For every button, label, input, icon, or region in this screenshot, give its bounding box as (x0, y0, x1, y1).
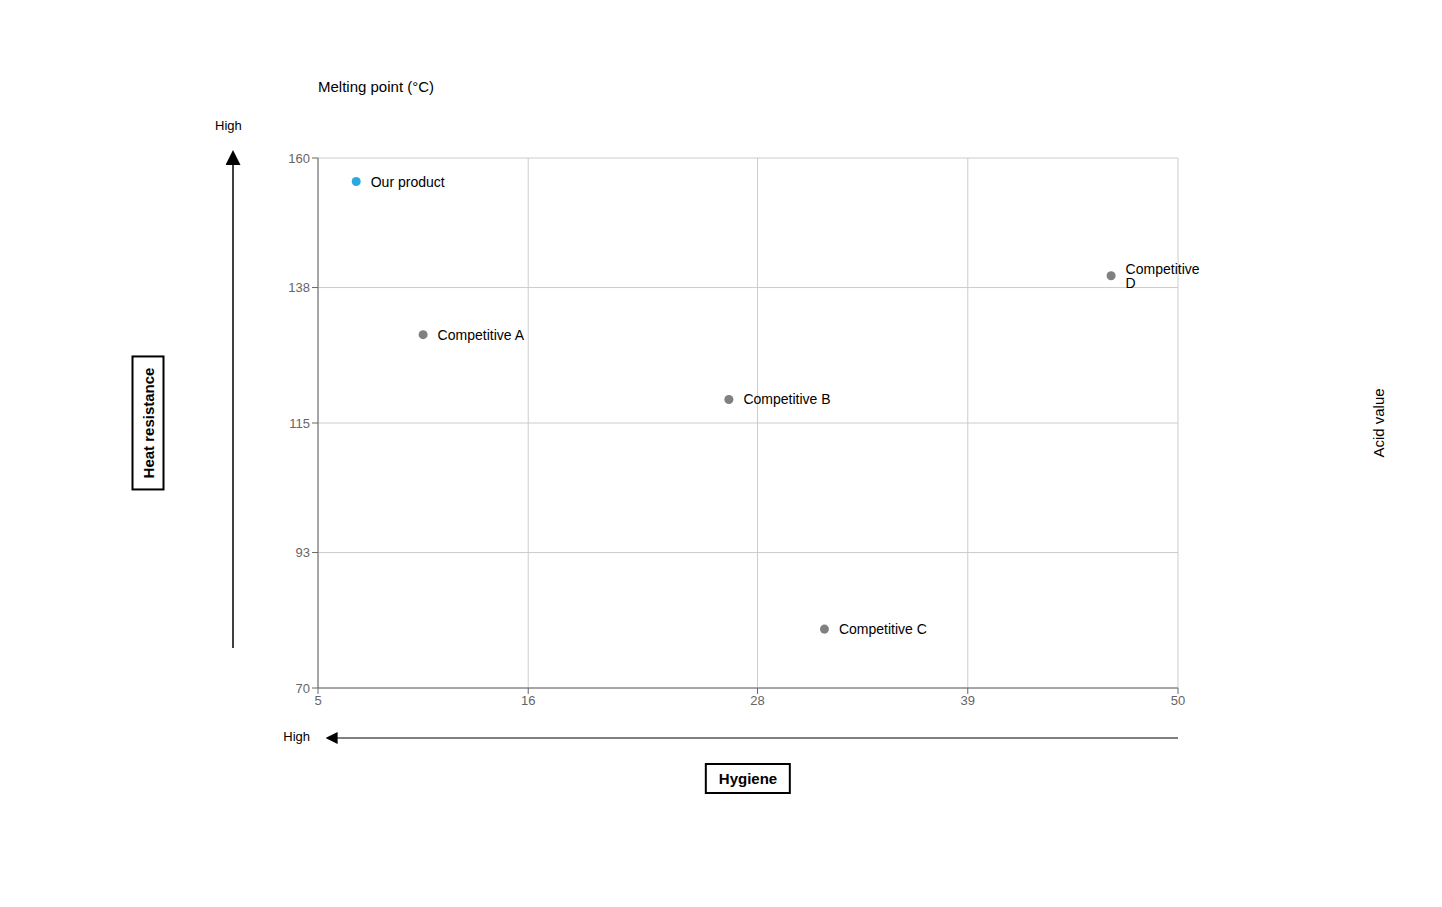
svg-text:39: 39 (961, 693, 975, 708)
html-text:Acid value: Acid value (1369, 388, 1387, 458)
svg-text:5: 5 (314, 693, 321, 708)
html-text:Hygiene: Hygiene (718, 770, 778, 787)
svg-text:Our product: Our product (371, 174, 445, 190)
svg-text:93: 93 (296, 545, 310, 560)
svg-text:28: 28 (750, 693, 764, 708)
svg-text:160: 160 (288, 151, 310, 166)
svg-text:70: 70 (296, 681, 310, 696)
html-text:Heat resistance: Heat resistance (139, 367, 157, 479)
svg-text:115: 115 (289, 416, 310, 431)
svg-text:CompetitiveD: CompetitiveD (1126, 261, 1200, 291)
svg-text:Competitive C: Competitive C (839, 621, 927, 637)
svg-text:138: 138 (288, 280, 310, 295)
html-text:High: High (283, 729, 310, 744)
svg-text:Competitive A: Competitive A (438, 327, 525, 343)
html-text:Melting point (°C): Melting point (°C) (318, 78, 434, 95)
svg-text:16: 16 (521, 693, 535, 708)
html-text:High: High (215, 118, 242, 133)
svg-text:50: 50 (1171, 693, 1185, 708)
svg-text:Competitive B: Competitive B (743, 391, 830, 407)
